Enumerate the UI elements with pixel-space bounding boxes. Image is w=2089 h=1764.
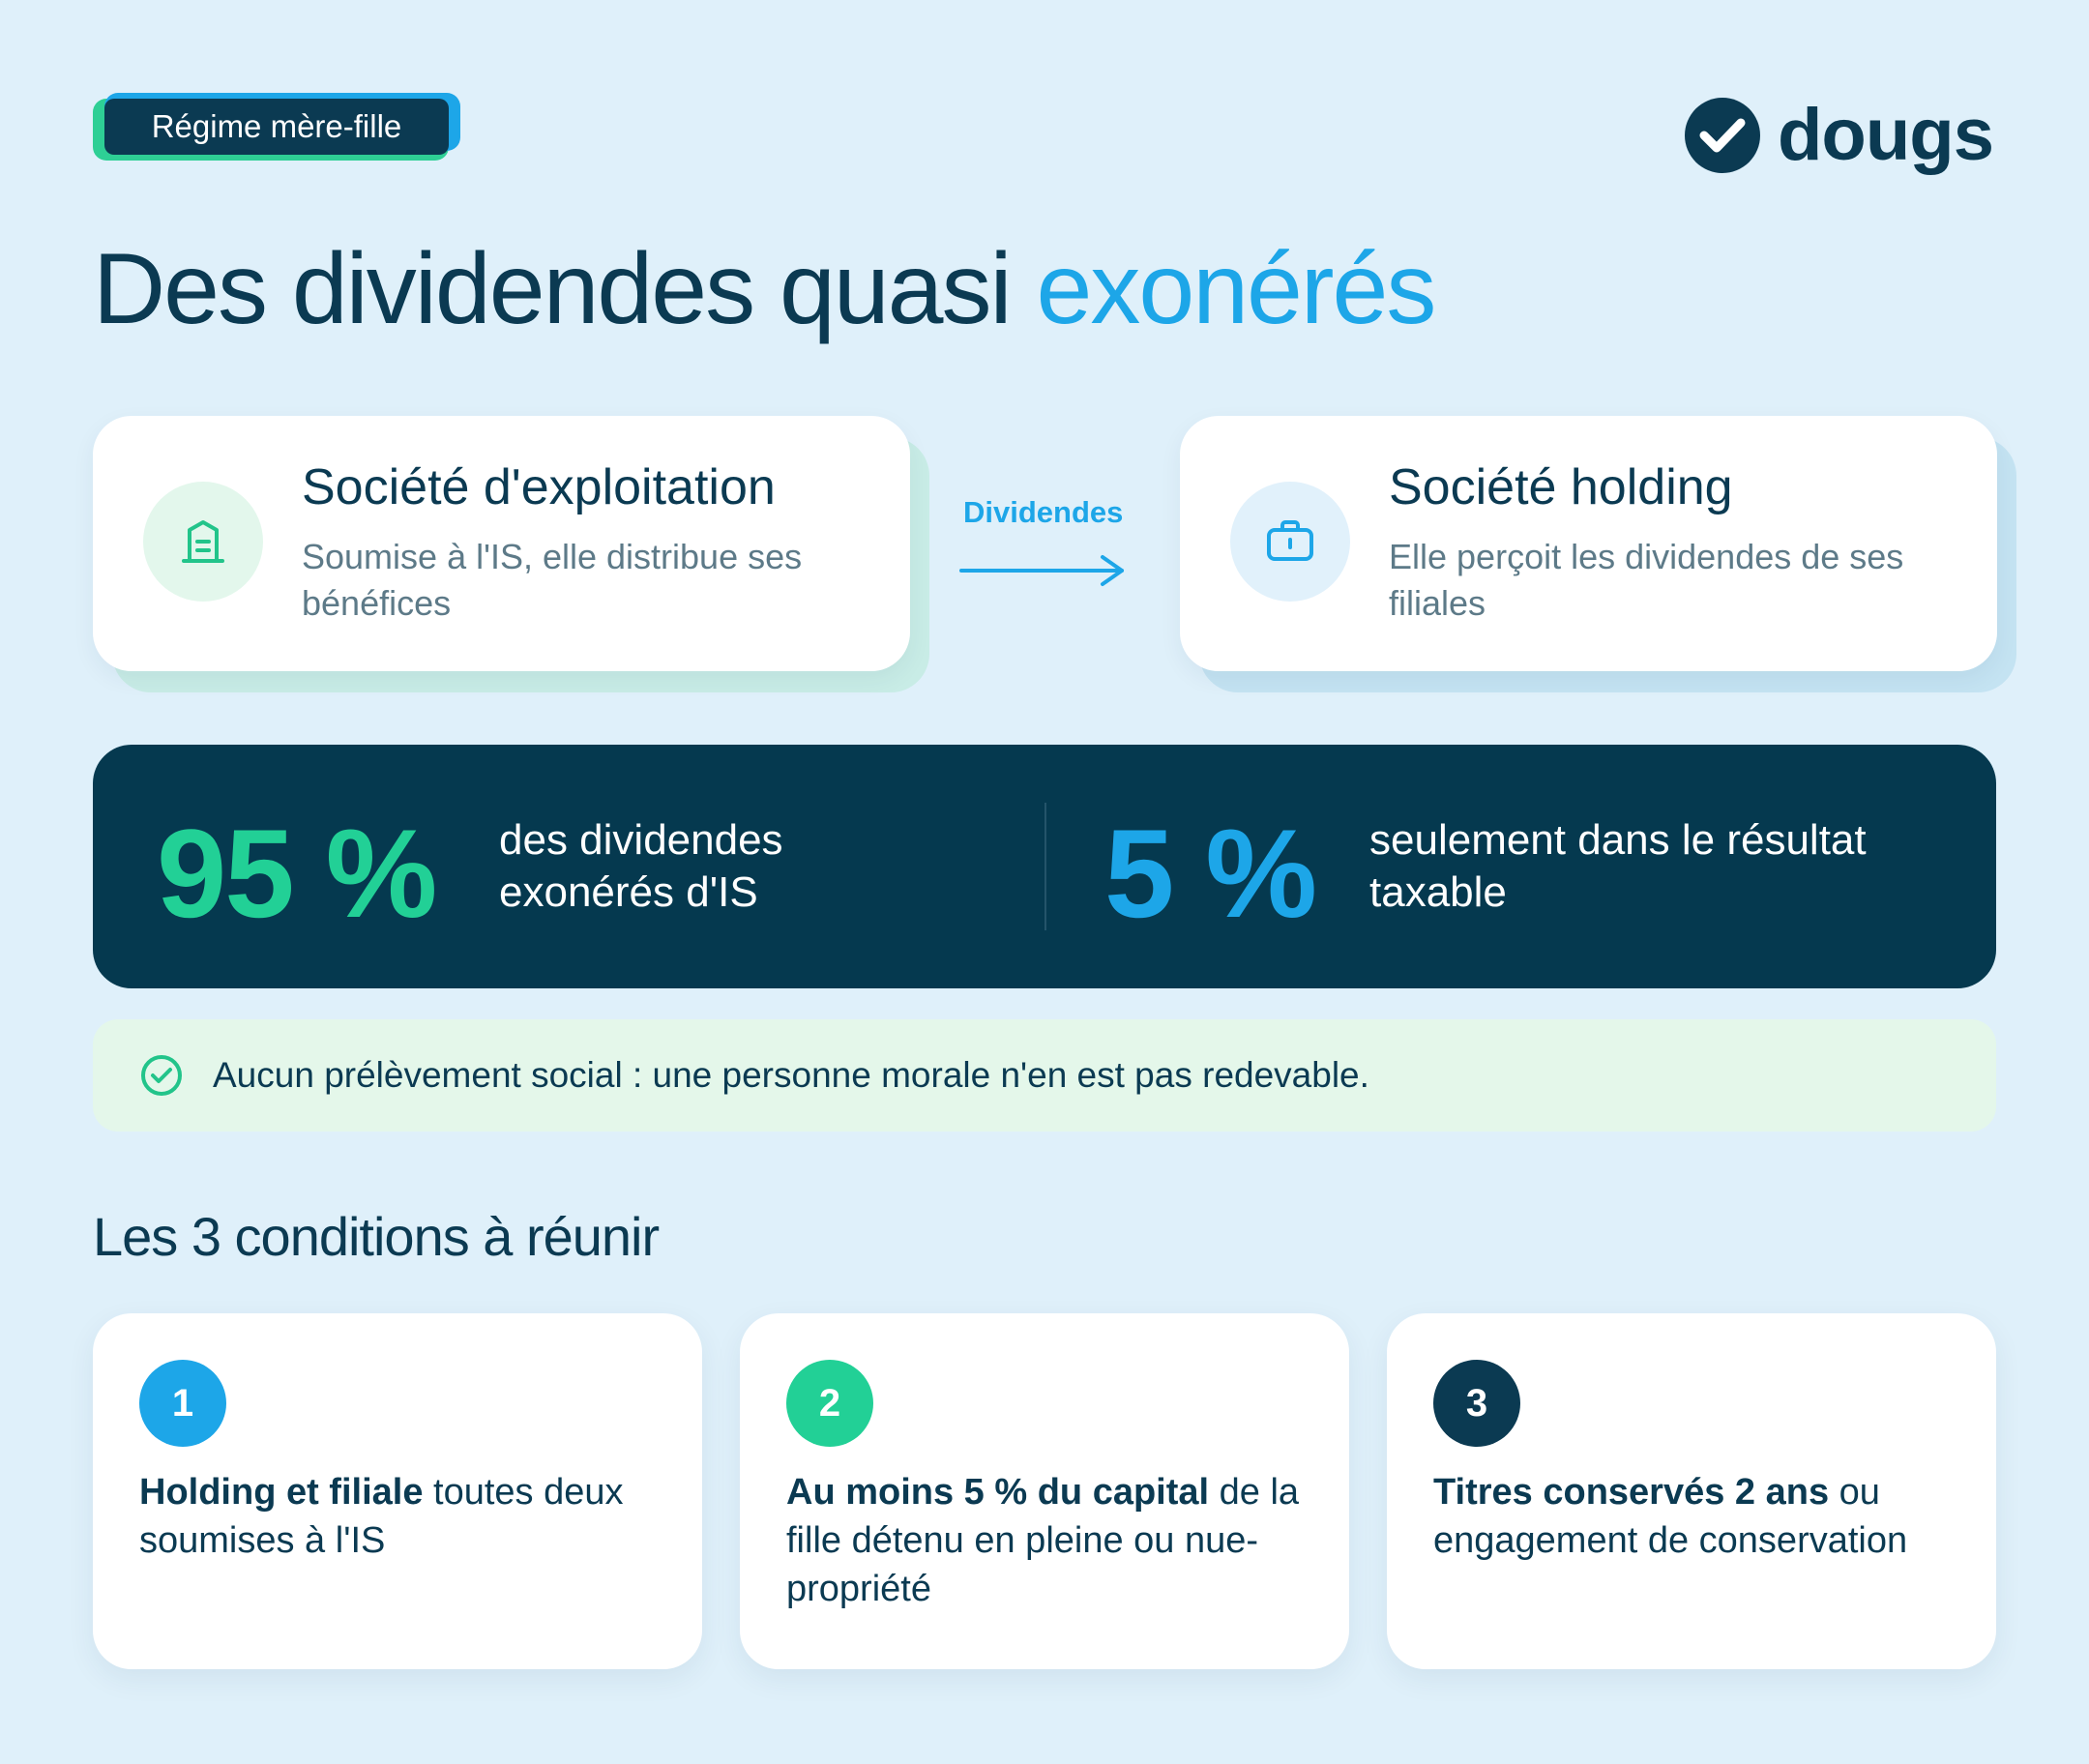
condition-bold: Holding et filiale: [139, 1472, 424, 1513]
target-desc: Elle perçoit les dividendes de ses filia…: [1389, 537, 1904, 623]
briefcase-icon: [1230, 482, 1350, 602]
dougs-logo: dougs: [1685, 93, 1994, 177]
condition-number: 2: [786, 1360, 873, 1447]
title-accent: exonérés: [1036, 233, 1437, 345]
right-arrow-icon: [959, 551, 1130, 595]
condition-number: 3: [1433, 1360, 1520, 1447]
stat-exempt-value: 95 %: [157, 803, 437, 944]
stats-band: 95 % des dividendes exonérés d'IS 5 % se…: [93, 745, 1996, 988]
page-title: Des dividendes quasi exonérés: [93, 232, 1437, 347]
condition-text: Titres conservés 2 ans ou engagement de …: [1433, 1468, 1965, 1565]
condition-card: 3 Titres conservés 2 ans ou engagement d…: [1387, 1313, 1996, 1669]
condition-number: 1: [139, 1360, 226, 1447]
building-icon: [143, 482, 263, 602]
condition-bold: Au moins 5 % du capital: [786, 1472, 1210, 1513]
stat-taxable-text: seulement dans le résultat taxable: [1369, 816, 1867, 916]
info-note: Aucun prélèvement social : une personne …: [93, 1019, 1996, 1132]
logo-text: dougs: [1778, 94, 1994, 176]
title-main: Des dividendes quasi: [93, 233, 1037, 345]
tag-label: Régime mère-fille: [104, 99, 449, 155]
condition-rest: ou engagement de conservation: [1433, 1472, 1908, 1561]
condition-rest: toutes deux soumises à l'IS: [139, 1472, 624, 1561]
target-company-card: Société holding Elle perçoit les dividen…: [1180, 416, 1997, 671]
stat-taxable-value: 5 %: [1104, 803, 1317, 944]
condition-text: Au moins 5 % du capital de la fille déte…: [786, 1468, 1318, 1613]
check-circle-outline-icon: [139, 1053, 184, 1098]
conditions-title: Les 3 conditions à réunir: [93, 1206, 660, 1267]
condition-rest: de la fille détenu en pleine ou nue-prop…: [786, 1472, 1300, 1609]
condition-card: 1 Holding et filiale toutes deux soumise…: [93, 1313, 702, 1669]
target-title: Société holding: [1389, 459, 1733, 515]
dividends-arrow-label: Dividendes: [963, 495, 1124, 529]
stats-divider: [1044, 803, 1046, 930]
source-desc: Soumise à l'IS, elle distribue ses bénéf…: [302, 537, 803, 623]
category-tag: Régime mère-fille: [93, 93, 460, 164]
note-text: Aucun prélèvement social : une personne …: [213, 1055, 1369, 1095]
condition-bold: Titres conservés 2 ans: [1433, 1472, 1830, 1513]
condition-text: Holding et filiale toutes deux soumises …: [139, 1468, 671, 1565]
condition-card: 2 Au moins 5 % du capital de la fille dé…: [740, 1313, 1349, 1669]
source-company-card: Société d'exploitation Soumise à l'IS, e…: [93, 416, 910, 671]
source-title: Société d'exploitation: [302, 459, 776, 515]
check-circle-icon: [1685, 97, 1760, 173]
stat-exempt-text: des dividendes exonérés d'IS: [499, 816, 783, 916]
